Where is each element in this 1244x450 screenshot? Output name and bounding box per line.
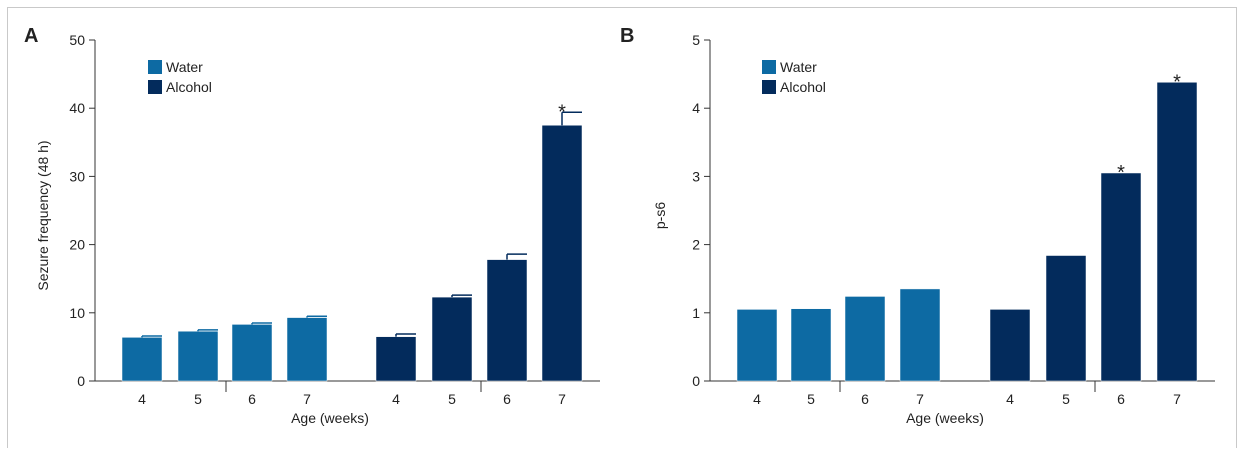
legend-label-a-alcohol: Alcohol — [166, 79, 212, 95]
significance-marker-a: * — [558, 101, 566, 123]
legend-label-b-water: Water — [780, 59, 817, 75]
y-axis-label-a: Sezure frequency (48 h) — [35, 140, 51, 290]
x-tick-label-a: 6 — [503, 391, 511, 407]
y-tick-label-a: 30 — [69, 168, 85, 184]
x-tick-label-a: 4 — [392, 391, 400, 407]
x-axis-label-a: Age (weeks) — [291, 410, 369, 426]
x-tick-label-b: 4 — [1006, 391, 1014, 407]
legend-label-a-water: Water — [166, 59, 203, 75]
x-tick-label-a: 5 — [448, 391, 456, 407]
legend-swatch-b-alcohol — [762, 80, 776, 94]
y-tick-label-a: 10 — [69, 305, 85, 321]
bar-a-alcohol-7 — [541, 125, 583, 382]
x-tick-label-b: 7 — [1173, 391, 1181, 407]
bar-a-alcohol-6 — [486, 259, 528, 382]
bar-a-water-5 — [177, 330, 219, 382]
significance-marker-b: * — [1117, 162, 1125, 184]
x-tick-label-a: 6 — [248, 391, 256, 407]
figure-frame — [7, 7, 1237, 448]
y-tick-label-b: 5 — [692, 32, 700, 48]
bar-a-alcohol-5 — [431, 296, 473, 382]
x-tick-label-b: 5 — [1062, 391, 1070, 407]
x-tick-label-b: 6 — [861, 391, 869, 407]
significance-marker-b: * — [1173, 71, 1181, 93]
bar-b-alcohol-7 — [1156, 82, 1198, 382]
y-tick-label-a: 20 — [69, 237, 85, 253]
bar-b-water-6 — [844, 296, 886, 382]
x-tick-label-b: 6 — [1117, 391, 1125, 407]
x-tick-label-a: 5 — [194, 391, 202, 407]
y-axis-label-b: p-s6 — [652, 202, 668, 229]
panel-letter-b: B — [620, 25, 634, 47]
bar-b-alcohol-4 — [989, 309, 1031, 382]
x-tick-label-a: 7 — [303, 391, 311, 407]
y-tick-label-b: 1 — [692, 305, 700, 321]
bar-b-alcohol-5 — [1045, 255, 1087, 382]
x-axis-label-b: Age (weeks) — [906, 410, 984, 426]
legend-swatch-a-water — [148, 60, 162, 74]
y-tick-label-b: 2 — [692, 237, 700, 253]
panel-letter-a: A — [24, 25, 38, 47]
x-tick-label-b: 7 — [916, 391, 924, 407]
bar-b-water-4 — [736, 309, 778, 382]
bar-a-water-4 — [121, 337, 163, 382]
bar-a-alcohol-4 — [375, 336, 417, 382]
bar-b-alcohol-6 — [1100, 172, 1142, 382]
x-tick-label-a: 7 — [558, 391, 566, 407]
legend-swatch-b-water — [762, 60, 776, 74]
y-tick-label-a: 0 — [77, 373, 85, 389]
x-tick-label-b: 4 — [753, 391, 761, 407]
y-tick-label-a: 40 — [69, 100, 85, 116]
legend-label-b-alcohol: Alcohol — [780, 79, 826, 95]
y-tick-label-b: 0 — [692, 373, 700, 389]
bar-a-water-6 — [231, 324, 273, 382]
bar-a-water-7 — [286, 317, 328, 382]
y-tick-label-b: 4 — [692, 100, 700, 116]
bar-b-water-5 — [790, 308, 832, 382]
x-tick-label-b: 5 — [807, 391, 815, 407]
x-tick-label-a: 4 — [138, 391, 146, 407]
legend-swatch-a-alcohol — [148, 80, 162, 94]
bar-b-water-7 — [899, 288, 941, 382]
y-tick-label-a: 50 — [69, 32, 85, 48]
y-tick-label-b: 3 — [692, 168, 700, 184]
